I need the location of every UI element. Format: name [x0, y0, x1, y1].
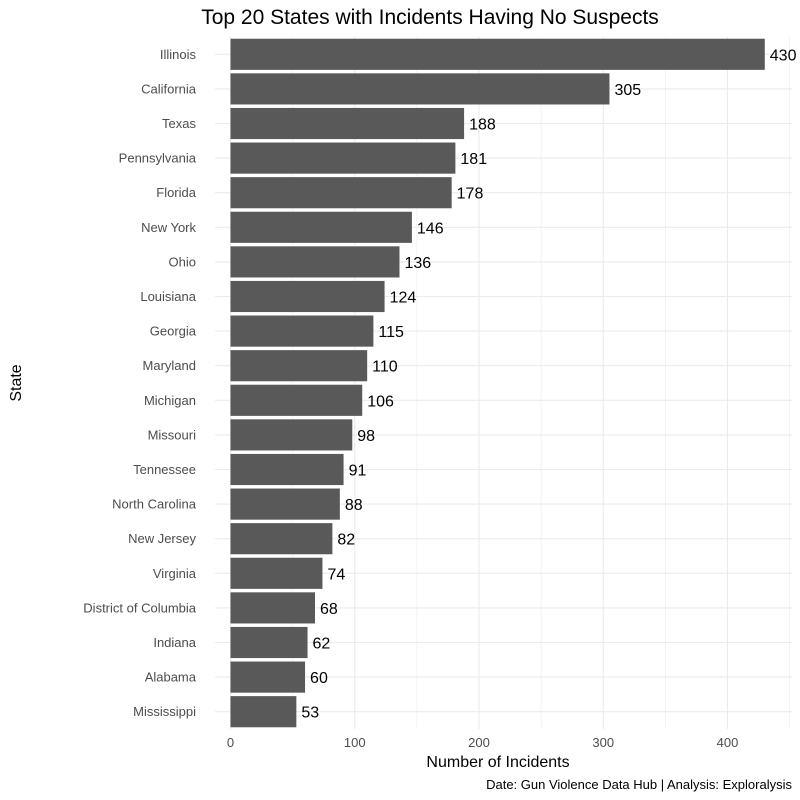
y-tick-label: New York	[141, 220, 196, 235]
bar	[230, 661, 306, 693]
y-tick-label: Louisiana	[140, 289, 196, 304]
value-label: 82	[337, 532, 355, 549]
y-tick-label: California	[141, 81, 197, 96]
bar	[230, 626, 308, 659]
value-label: 188	[469, 117, 496, 134]
bar	[230, 107, 465, 140]
bar	[230, 453, 344, 486]
value-label: 181	[460, 151, 487, 168]
value-label: 178	[457, 186, 484, 203]
y-tick-label: Mississippi	[133, 704, 196, 719]
bar	[230, 246, 400, 278]
y-tick-label: Alabama	[145, 670, 197, 685]
bar	[230, 592, 315, 624]
value-label: 430	[770, 47, 797, 64]
y-tick-label: District of Columbia	[83, 600, 196, 615]
value-label: 74	[327, 566, 345, 583]
y-tick-label: Texas	[162, 116, 196, 131]
value-label: 60	[310, 670, 328, 687]
value-label: 124	[390, 290, 417, 307]
x-tick-label: 400	[717, 735, 739, 750]
bar	[230, 557, 323, 589]
bar	[230, 280, 385, 313]
value-label: 115	[378, 324, 404, 341]
y-tick-labels: Illinois California Texas Pennsylvania Flori…	[83, 47, 196, 719]
bar	[230, 177, 452, 209]
bar	[230, 211, 412, 243]
x-tick-label: 200	[468, 735, 490, 750]
y-tick-label: Tennessee	[133, 462, 196, 477]
chart-caption: Date: Gun Violence Data Hub | Analysis: …	[486, 777, 792, 792]
value-label: 136	[404, 255, 431, 272]
value-labels: 430 305 188 181 178 146 136 124 115 110 106 98 91 88 8…	[301, 47, 796, 721]
y-tick-label: Missouri	[148, 427, 197, 442]
chart-title: Top 20 States with Incidents Having No S…	[201, 6, 659, 29]
x-axis-title: Number of Incidents	[426, 754, 569, 771]
bar	[230, 142, 456, 174]
value-label: 106	[367, 393, 394, 410]
y-tick-label: Michigan	[144, 393, 196, 408]
value-label: 53	[301, 705, 319, 722]
bar	[230, 315, 374, 347]
bar	[230, 488, 340, 520]
y-axis-title: State	[8, 364, 25, 401]
y-tick-label: Georgia	[150, 324, 197, 339]
y-tick-label: Ohio	[169, 254, 196, 269]
x-tick-label: 100	[344, 735, 366, 750]
x-tick-label: 300	[592, 735, 614, 750]
bar	[230, 384, 363, 416]
y-tick-label: Florida	[156, 185, 197, 200]
y-tick-label: Virginia	[153, 566, 197, 581]
bar	[230, 696, 297, 728]
grid-lines	[215, 37, 792, 729]
value-label: 88	[345, 497, 363, 514]
bar	[230, 38, 765, 70]
bar	[230, 419, 353, 451]
y-tick-label: Illinois	[160, 47, 197, 62]
y-tick-label: Maryland	[143, 358, 196, 373]
y-tick-label: New Jersey	[128, 531, 196, 546]
y-tick-label: Pennsylvania	[119, 151, 197, 166]
bar	[230, 73, 610, 105]
value-label: 62	[313, 636, 331, 653]
value-label: 91	[349, 463, 367, 480]
value-label: 68	[320, 601, 338, 618]
value-label: 305	[614, 82, 641, 99]
bar	[230, 350, 368, 382]
bars	[230, 38, 765, 728]
y-tick-label: Indiana	[153, 635, 196, 650]
value-label: 110	[372, 359, 398, 376]
x-tick-label: 0	[227, 735, 234, 750]
bar	[230, 523, 333, 555]
x-tick-labels: 0 100 200 300 400	[227, 735, 738, 750]
y-tick-label: North Carolina	[112, 497, 197, 512]
value-label: 98	[357, 428, 375, 445]
value-label: 146	[417, 220, 444, 237]
